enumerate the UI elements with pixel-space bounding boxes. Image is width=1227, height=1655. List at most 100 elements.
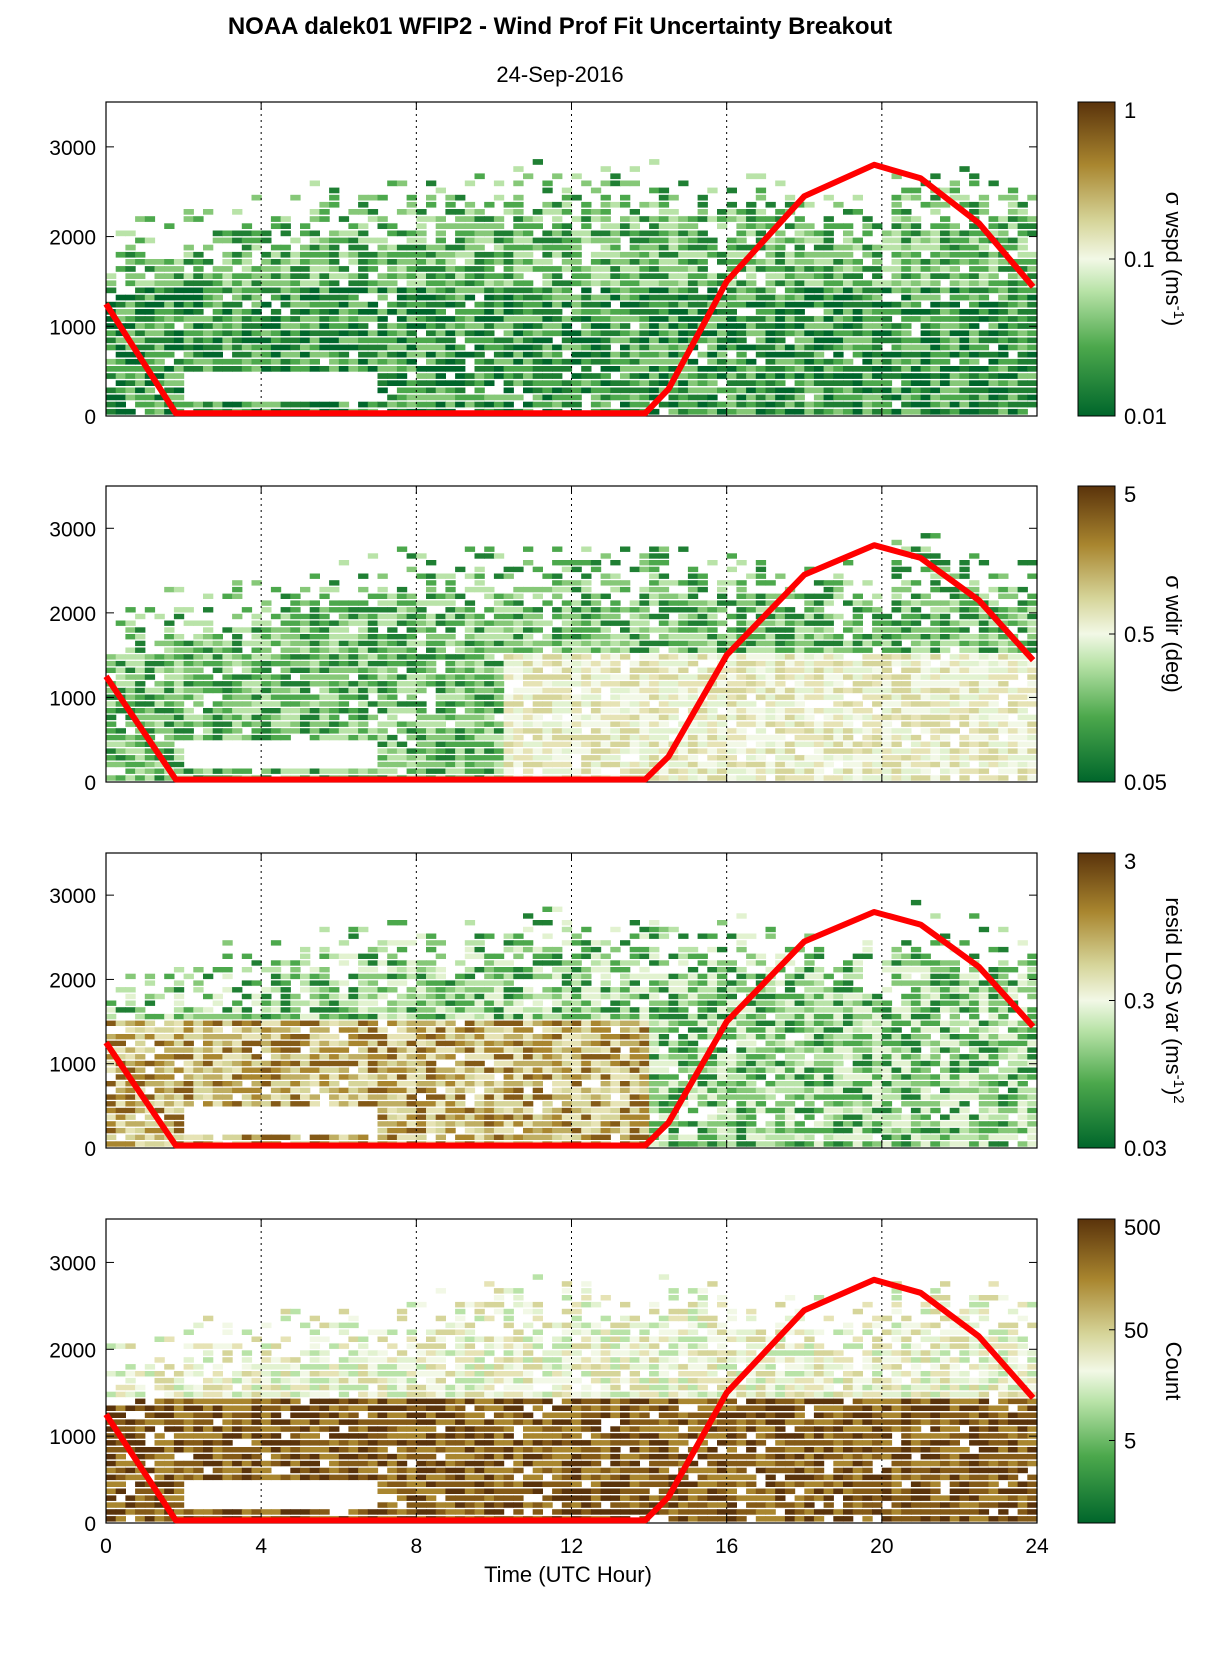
- heatmap-cell: [280, 768, 291, 774]
- heatmap-cell: [513, 201, 524, 208]
- heatmap-cell: [280, 694, 291, 700]
- heatmap-cell: [561, 600, 573, 606]
- heatmap-cell: [523, 748, 534, 754]
- heatmap-cell: [649, 351, 660, 358]
- y-tick-label: 1000: [49, 687, 96, 710]
- heatmap-cell: [920, 244, 931, 251]
- heatmap-cell: [920, 273, 931, 279]
- heatmap-cell: [358, 647, 369, 653]
- heatmap-cell: [920, 546, 931, 552]
- heatmap-cell: [542, 259, 553, 265]
- heatmap-cell: [959, 287, 970, 294]
- heatmap-cell: [581, 294, 592, 301]
- heatmap-cell: [552, 573, 563, 579]
- heatmap-cell: [309, 294, 320, 301]
- heatmap-cell: [833, 266, 844, 272]
- heatmap-cell: [164, 266, 175, 272]
- heatmap-cell: [910, 351, 922, 358]
- heatmap-cell: [949, 728, 960, 734]
- heatmap-cell: [843, 687, 854, 694]
- heatmap-cell: [455, 674, 466, 680]
- heatmap-cell: [813, 373, 825, 379]
- heatmap-cell: [930, 294, 941, 301]
- heatmap-cell: [203, 687, 214, 694]
- heatmap-cell: [552, 223, 563, 229]
- heatmap-cell: [135, 654, 146, 660]
- heatmap-cell: [765, 721, 776, 727]
- heatmap-cell: [726, 344, 737, 351]
- heatmap-cell: [503, 366, 514, 372]
- heatmap-cell: [726, 251, 737, 258]
- heatmap-cell: [862, 580, 873, 586]
- heatmap-cell: [290, 330, 301, 337]
- heatmap-cell: [464, 209, 476, 215]
- heatmap-cell: [590, 351, 602, 358]
- heatmap-cell: [387, 273, 398, 279]
- heatmap-cell: [455, 244, 466, 251]
- heatmap-cell: [862, 223, 873, 229]
- heatmap-cell: [455, 660, 466, 667]
- heatmap-cell: [658, 244, 670, 251]
- heatmap-cell: [309, 768, 320, 774]
- heatmap-cell: [387, 714, 398, 721]
- heatmap-cell: [872, 316, 883, 322]
- heatmap-cell: [755, 216, 767, 222]
- heatmap-cell: [377, 728, 388, 734]
- heatmap-cell: [309, 259, 320, 265]
- heatmap-cell: [222, 667, 233, 673]
- heatmap-cell: [784, 273, 796, 279]
- heatmap-cell: [464, 180, 476, 187]
- heatmap-cell: [658, 373, 670, 379]
- heatmap-cell: [241, 344, 253, 351]
- heatmap-cell: [969, 351, 980, 358]
- heatmap-cell: [1007, 194, 1019, 201]
- heatmap-cell: [115, 775, 126, 781]
- heatmap-cell: [503, 701, 514, 707]
- heatmap-cell: [115, 620, 126, 626]
- heatmap-cell: [396, 394, 408, 401]
- heatmap-cell: [697, 316, 708, 322]
- heatmap-cell: [726, 309, 737, 315]
- heatmap-cell: [348, 640, 359, 647]
- heatmap-cell: [445, 593, 456, 599]
- heatmap-cell: [823, 728, 834, 734]
- heatmap-cell: [678, 387, 689, 394]
- heatmap-cell: [484, 741, 495, 747]
- heatmap-cell: [115, 251, 126, 258]
- heatmap-cell: [901, 734, 912, 741]
- heatmap-cell: [658, 640, 670, 647]
- heatmap-cell: [115, 734, 126, 741]
- heatmap-cell: [949, 607, 960, 613]
- heatmap-cell: [678, 323, 689, 329]
- heatmap-cell: [581, 721, 592, 727]
- heatmap-cell: [678, 280, 689, 287]
- heatmap-cell: [513, 586, 524, 593]
- heatmap-cell: [561, 634, 573, 640]
- heatmap-cell: [649, 566, 660, 573]
- heatmap-cell: [435, 593, 446, 599]
- heatmap-cell: [765, 640, 776, 647]
- heatmap-cell: [144, 330, 156, 337]
- heatmap-cell: [503, 748, 514, 754]
- heatmap-cell: [212, 708, 223, 714]
- heatmap-cell: [600, 330, 611, 337]
- heatmap-cell: [387, 600, 398, 606]
- heatmap-cell: [610, 358, 621, 365]
- heatmap-cell: [668, 401, 679, 408]
- heatmap-cell: [794, 667, 805, 673]
- heatmap-cell: [300, 280, 311, 287]
- heatmap-cell: [775, 330, 786, 337]
- heatmap-cell: [755, 366, 767, 372]
- heatmap-cell: [639, 401, 650, 408]
- heatmap-cell: [348, 301, 359, 308]
- heatmap-cell: [484, 266, 495, 272]
- heatmap-cell: [435, 351, 446, 358]
- heatmap-cell: [261, 674, 272, 680]
- heatmap-cell: [639, 230, 650, 237]
- heatmap-cell: [590, 330, 602, 337]
- heatmap-cell: [998, 674, 1009, 680]
- heatmap-cell: [484, 620, 495, 626]
- heatmap-cell: [717, 316, 728, 322]
- heatmap-cell: [348, 237, 359, 244]
- heatmap-cell: [833, 309, 844, 315]
